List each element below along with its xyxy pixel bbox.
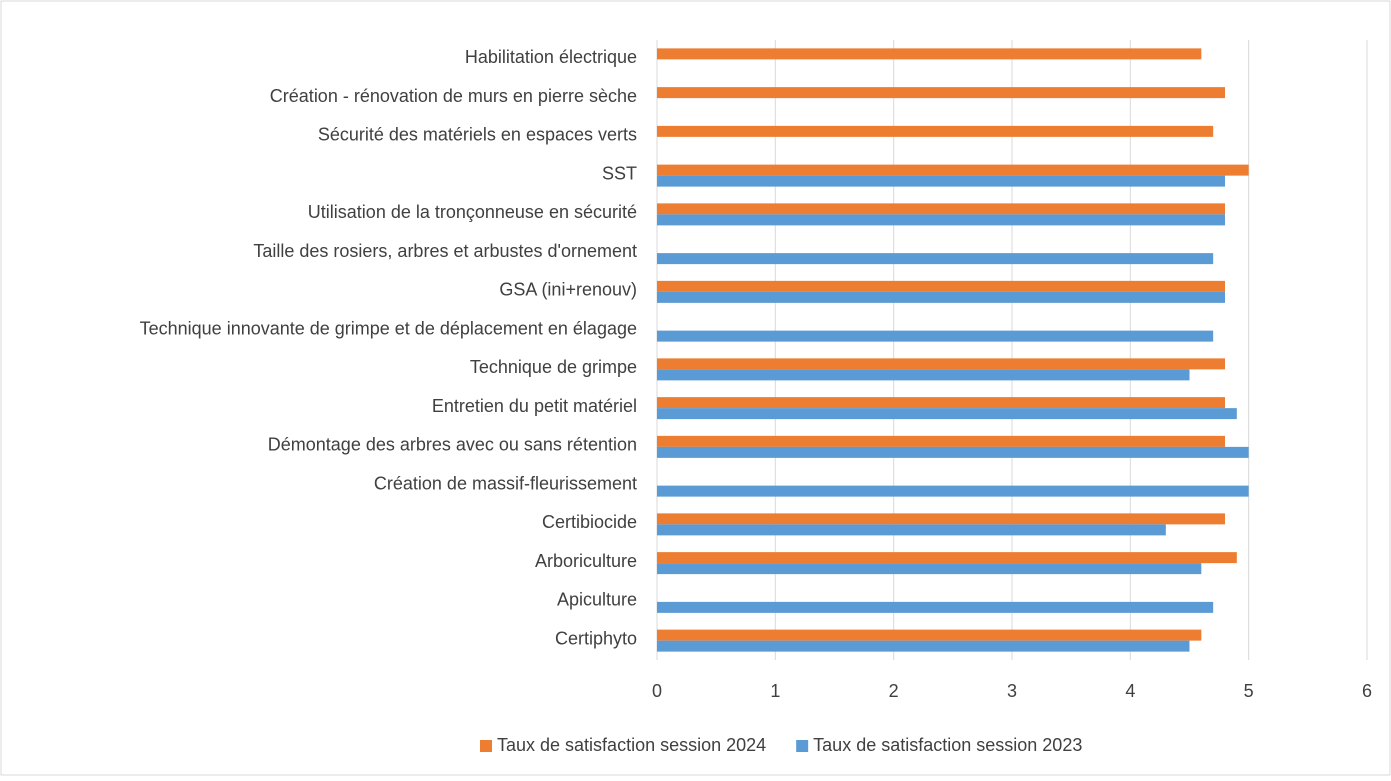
- y-tick-label: GSA (ini+renouv): [499, 280, 637, 300]
- bar: [657, 253, 1214, 265]
- x-tick-label: 0: [652, 681, 662, 701]
- y-tick-label: Certibiocide: [542, 512, 637, 532]
- bar: [657, 524, 1166, 536]
- bar: [657, 552, 1237, 564]
- bar: [657, 175, 1225, 187]
- bar: [657, 513, 1225, 525]
- bar: [657, 369, 1190, 381]
- y-tick-label: Démontage des arbres avec ou sans rétent…: [268, 435, 637, 455]
- y-tick-label: Certiphyto: [555, 628, 637, 648]
- bar: [657, 446, 1249, 458]
- y-tick-label: Arboriculture: [535, 551, 637, 571]
- bar: [657, 291, 1225, 303]
- bar: [657, 330, 1214, 342]
- bar: [657, 125, 1214, 137]
- legend-label: Taux de satisfaction session 2023: [813, 735, 1082, 755]
- x-tick-label: 5: [1244, 681, 1254, 701]
- bar: [657, 280, 1225, 292]
- y-tick-label: Utilisation de la tronçonneuse en sécuri…: [308, 202, 637, 222]
- y-tick-label: Habilitation électrique: [465, 47, 637, 67]
- y-tick-label: Création - rénovation de murs en pierre …: [270, 86, 637, 106]
- bar: [657, 214, 1225, 226]
- y-tick-label: Entretien du petit matériel: [432, 396, 637, 416]
- legend-label: Taux de satisfaction session 2024: [497, 735, 766, 755]
- y-tick-label: Création de massif-fleurissement: [374, 473, 637, 493]
- bar: [657, 408, 1237, 420]
- bar: [657, 563, 1202, 575]
- y-tick-label: SST: [602, 163, 637, 183]
- bar: [657, 435, 1225, 447]
- y-tick-label: Sécurité des matériels en espaces verts: [318, 125, 637, 145]
- legend-swatch: [480, 740, 492, 752]
- bar: [657, 485, 1249, 497]
- legend-swatch: [796, 740, 809, 752]
- x-tick-label: 2: [889, 681, 899, 701]
- bar: [657, 48, 1202, 60]
- y-tick-label: Technique de grimpe: [470, 357, 637, 377]
- bar: [657, 397, 1225, 409]
- bar: [657, 629, 1202, 641]
- bar: [657, 164, 1249, 176]
- x-tick-label: 4: [1125, 681, 1135, 701]
- x-tick-label: 6: [1362, 681, 1372, 701]
- bar: [657, 358, 1225, 370]
- bar: [657, 203, 1225, 215]
- bar: [657, 87, 1225, 99]
- y-tick-label: Taille des rosiers, arbres et arbustes d…: [253, 241, 637, 261]
- y-tick-label: Apiculture: [557, 590, 637, 610]
- bar: [657, 640, 1190, 652]
- y-tick-label: Technique innovante de grimpe et de dépl…: [140, 318, 637, 338]
- x-tick-label: 3: [1007, 681, 1017, 701]
- x-tick-label: 1: [770, 681, 780, 701]
- bar: [657, 601, 1214, 613]
